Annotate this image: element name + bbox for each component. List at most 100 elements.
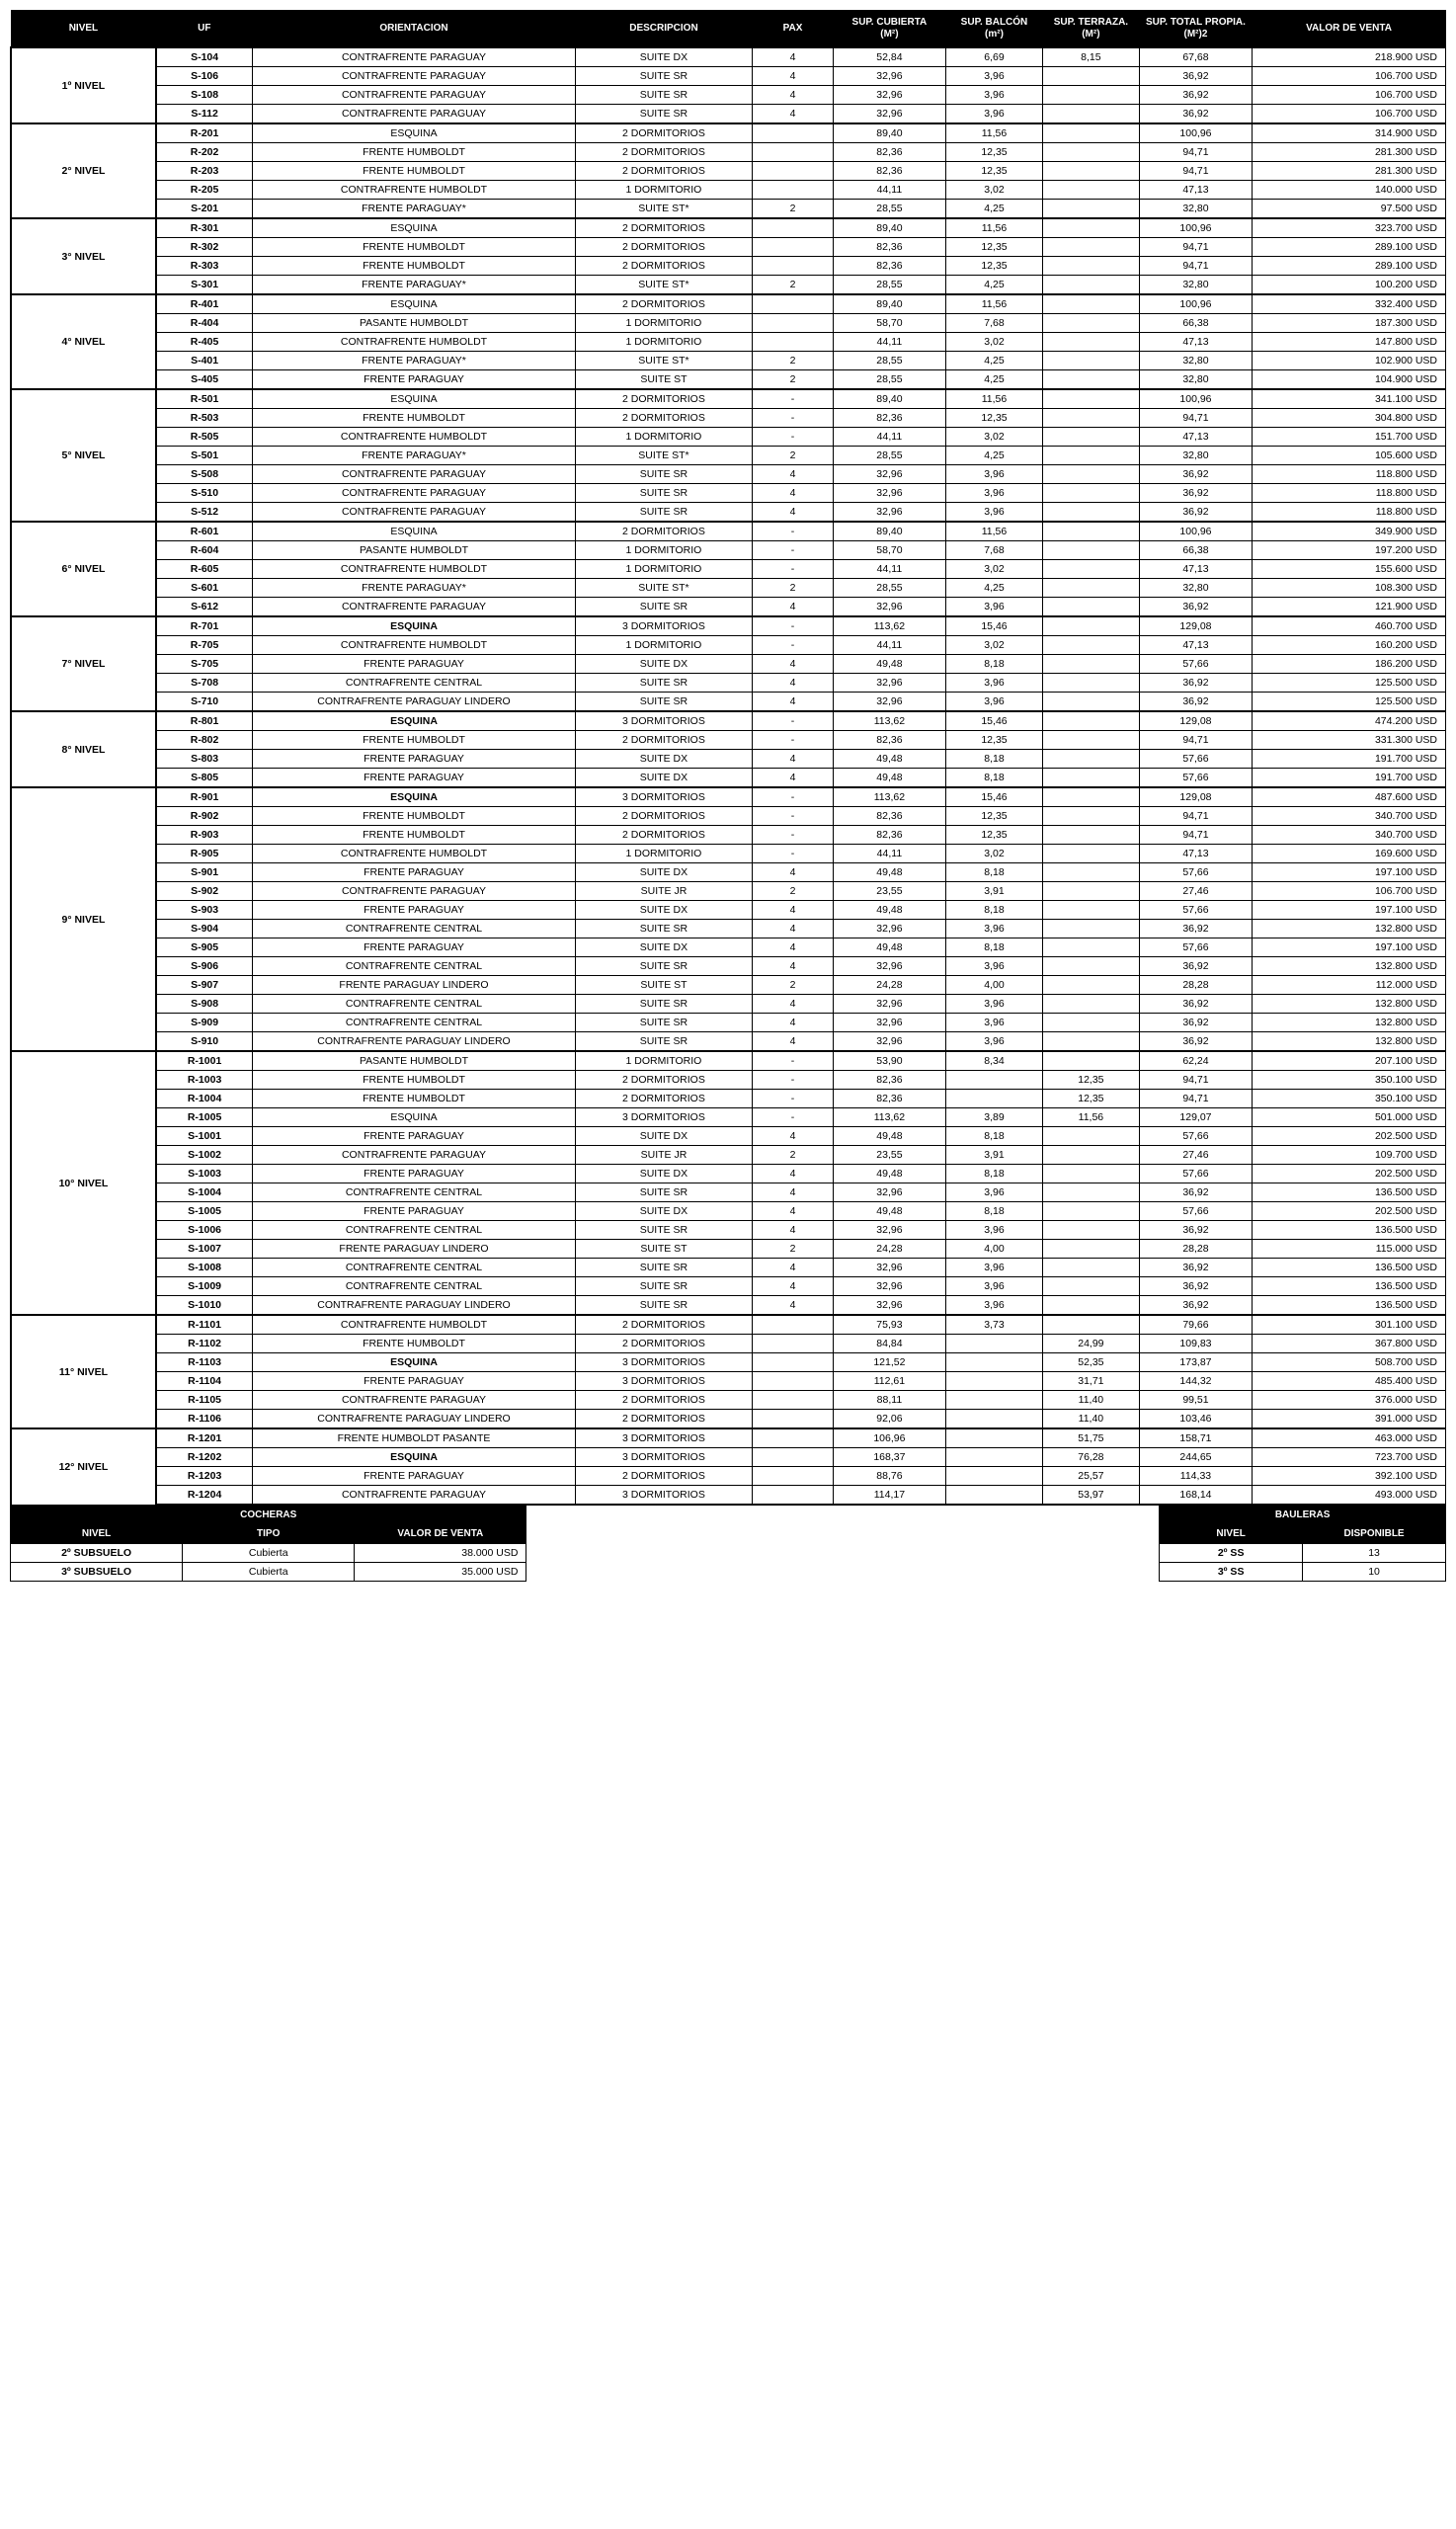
data-cell: 58,70: [833, 541, 945, 560]
data-cell: 108.300 USD: [1253, 579, 1446, 598]
cocheras-row: 3º SUBSUELOCubierta35.000 USD: [11, 1563, 526, 1582]
data-cell: [1042, 560, 1139, 579]
data-cell: 15,46: [946, 711, 1043, 731]
data-cell: [1042, 484, 1139, 503]
data-cell: 1 DORMITORIO: [575, 636, 753, 655]
data-cell: [1042, 636, 1139, 655]
data-cell: 15,46: [946, 787, 1043, 807]
data-cell: CONTRAFRENTE CENTRAL: [253, 1277, 575, 1296]
data-cell: 94,71: [1139, 731, 1252, 750]
data-cell: 2 DORMITORIOS: [575, 1315, 753, 1335]
data-cell: R-205: [156, 181, 253, 200]
table-row: S-512CONTRAFRENTE PARAGUAYSUITE SR432,96…: [11, 503, 1446, 523]
data-cell: 4: [753, 1165, 834, 1183]
table-row: 4° NIVELR-401ESQUINA2 DORMITORIOS89,4011…: [11, 294, 1446, 314]
table-row: S-909CONTRAFRENTE CENTRALSUITE SR432,963…: [11, 1014, 1446, 1032]
data-cell: 11,56: [946, 294, 1043, 314]
data-cell: 144,32: [1139, 1372, 1252, 1391]
nivel-cell: 3° NIVEL: [11, 218, 156, 294]
bauleras-title: BAULERAS: [1160, 1507, 1446, 1524]
data-cell: 57,66: [1139, 863, 1252, 882]
data-cell: -: [753, 1051, 834, 1071]
data-cell: R-1004: [156, 1090, 253, 1108]
data-cell: 8,18: [946, 1202, 1043, 1221]
data-cell: -: [753, 787, 834, 807]
data-cell: 28,55: [833, 447, 945, 465]
data-cell: ESQUINA: [253, 218, 575, 238]
data-cell: CONTRAFRENTE PARAGUAY: [253, 1391, 575, 1410]
data-cell: CONTRAFRENTE PARAGUAY: [253, 1146, 575, 1165]
data-cell: 4: [753, 920, 834, 938]
table-row: S-601FRENTE PARAGUAY*SUITE ST*228,554,25…: [11, 579, 1446, 598]
table-row: S-201FRENTE PARAGUAY*SUITE ST*228,554,25…: [11, 200, 1446, 219]
data-cell: 36,92: [1139, 1277, 1252, 1296]
data-cell: 132.800 USD: [1253, 995, 1446, 1014]
data-cell: [1042, 522, 1139, 541]
data-cell: SUITE SR: [575, 598, 753, 617]
data-cell: 501.000 USD: [1253, 1108, 1446, 1127]
data-cell: 44,11: [833, 636, 945, 655]
data-cell: 12,35: [946, 162, 1043, 181]
data-cell: 3,96: [946, 674, 1043, 693]
data-cell: 49,48: [833, 655, 945, 674]
data-cell: [1042, 845, 1139, 863]
data-cell: 57,66: [1139, 769, 1252, 788]
bauleras-cell: 13: [1303, 1544, 1446, 1563]
data-cell: SUITE SR: [575, 484, 753, 503]
data-cell: 2: [753, 1240, 834, 1259]
table-row: R-1202ESQUINA3 DORMITORIOS168,3776,28244…: [11, 1448, 1446, 1467]
data-cell: 57,66: [1139, 938, 1252, 957]
data-cell: [1042, 389, 1139, 409]
data-cell: 4: [753, 995, 834, 1014]
data-cell: 2: [753, 447, 834, 465]
data-cell: 301.100 USD: [1253, 1315, 1446, 1335]
data-cell: 2: [753, 352, 834, 370]
data-cell: 44,11: [833, 428, 945, 447]
data-cell: 36,92: [1139, 86, 1252, 105]
data-cell: 3,73: [946, 1315, 1043, 1335]
data-cell: 8,18: [946, 769, 1043, 788]
data-cell: 3,96: [946, 598, 1043, 617]
data-cell: 28,55: [833, 370, 945, 390]
data-cell: 89,40: [833, 218, 945, 238]
table-row: 7° NIVELR-701ESQUINA3 DORMITORIOS-113,62…: [11, 616, 1446, 636]
data-cell: [1042, 1202, 1139, 1221]
data-cell: CONTRAFRENTE PARAGUAY: [253, 1486, 575, 1506]
data-cell: 89,40: [833, 294, 945, 314]
data-cell: [1042, 711, 1139, 731]
data-cell: S-1005: [156, 1202, 253, 1221]
data-cell: 47,13: [1139, 845, 1252, 863]
data-cell: R-905: [156, 845, 253, 863]
data-cell: 4: [753, 105, 834, 124]
table-row: R-1004FRENTE HUMBOLDT2 DORMITORIOS-82,36…: [11, 1090, 1446, 1108]
data-cell: 106.700 USD: [1253, 105, 1446, 124]
data-cell: [753, 238, 834, 257]
data-cell: [1042, 428, 1139, 447]
data-cell: SUITE SR: [575, 1277, 753, 1296]
data-cell: 8,18: [946, 901, 1043, 920]
data-cell: 76,28: [1042, 1448, 1139, 1467]
data-cell: 94,71: [1139, 162, 1252, 181]
data-cell: 82,36: [833, 409, 945, 428]
data-cell: [1042, 276, 1139, 295]
data-cell: 32,80: [1139, 200, 1252, 219]
data-cell: SUITE SR: [575, 86, 753, 105]
data-cell: 340.700 USD: [1253, 826, 1446, 845]
data-cell: [1042, 863, 1139, 882]
data-cell: 12,35: [946, 807, 1043, 826]
data-cell: R-404: [156, 314, 253, 333]
data-cell: S-106: [156, 67, 253, 86]
col-header: SUP. TERRAZA. (M²): [1042, 11, 1139, 48]
data-cell: ESQUINA: [253, 787, 575, 807]
cocheras-cell: Cubierta: [183, 1563, 355, 1582]
data-cell: 100,96: [1139, 123, 1252, 143]
data-cell: -: [753, 711, 834, 731]
data-cell: R-1001: [156, 1051, 253, 1071]
data-cell: 3,02: [946, 845, 1043, 863]
data-cell: 140.000 USD: [1253, 181, 1446, 200]
data-cell: R-601: [156, 522, 253, 541]
data-cell: 508.700 USD: [1253, 1353, 1446, 1372]
table-row: S-1001FRENTE PARAGUAYSUITE DX449,488,185…: [11, 1127, 1446, 1146]
data-cell: [1042, 1032, 1139, 1052]
data-cell: R-1105: [156, 1391, 253, 1410]
